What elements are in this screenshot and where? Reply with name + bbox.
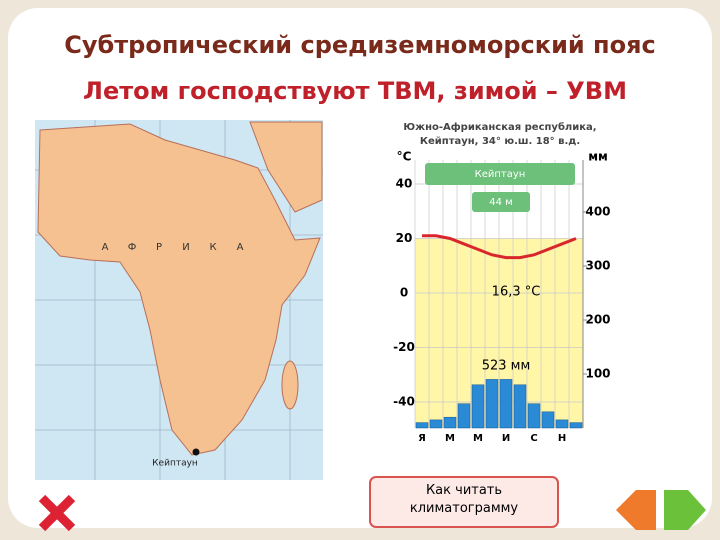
x-tick-label: М — [445, 433, 455, 444]
precipitation-bar — [429, 419, 443, 429]
close-icon[interactable] — [38, 494, 76, 532]
precipitation-bar — [499, 379, 513, 429]
precipitation-bar — [443, 416, 457, 429]
precipitation-bar — [415, 422, 429, 429]
x-tick-label: И — [502, 433, 510, 444]
y-tick-label: -20 — [393, 340, 415, 354]
africa — [37, 123, 321, 456]
x-tick-label: М — [473, 433, 483, 444]
y2-tick-label: 100 — [585, 367, 610, 381]
left-unit: °С — [397, 150, 412, 164]
prev-button[interactable] — [616, 490, 656, 530]
y2-tick-label: 400 — [585, 205, 610, 219]
elevation-box — [472, 192, 530, 212]
precipitation-bar — [471, 384, 485, 429]
chart-title: Кейптаун, 34° ю.ш. 18° в.д. — [420, 136, 580, 147]
mean-temperature: 16,3 °С — [492, 285, 541, 300]
precipitation-bar — [513, 384, 527, 429]
y-tick-label: 0 — [400, 286, 408, 300]
chart-title: Южно-Африканская республика, — [403, 121, 596, 133]
precipitation-bar — [457, 403, 471, 429]
y2-tick-label: 300 — [585, 259, 610, 273]
madagascar — [281, 360, 299, 410]
precipitation-bar — [555, 419, 569, 429]
map-letter: Р — [156, 242, 162, 253]
x-tick-label: Н — [558, 433, 566, 444]
subtitle: Летом господствуют ТВМ, зимой – УВМ — [83, 77, 627, 105]
elevation-label: 44 м — [489, 197, 512, 208]
station-label: Кейптаун — [475, 169, 526, 180]
precipitation-bar — [527, 403, 541, 429]
arabia — [249, 121, 323, 213]
precipitation-bar — [541, 411, 555, 429]
city-label: Кейптаун — [152, 459, 198, 469]
button[interactable] — [369, 476, 559, 528]
map-letter: А — [237, 242, 244, 253]
x-tick-label: С — [530, 433, 537, 444]
x-tick-label: Я — [418, 433, 426, 444]
y-tick-label: -40 — [393, 395, 415, 409]
map-letter: А — [102, 242, 109, 253]
title: Субтропический средиземноморский пояс — [64, 31, 656, 59]
map-letter: И — [182, 242, 189, 253]
y2-tick-label: 200 — [585, 313, 610, 327]
map-letter: Ф — [128, 242, 137, 253]
station-box — [425, 163, 575, 185]
next-button[interactable] — [664, 490, 706, 530]
y-tick-label: 20 — [396, 231, 413, 245]
map: Кейптаун — [35, 120, 323, 480]
right-unit: мм — [588, 150, 608, 164]
annual-precipitation: 523 мм — [482, 359, 531, 374]
button-label[interactable]: Как читать климатограмму — [410, 483, 519, 516]
temperature-line — [422, 234, 577, 260]
y-tick-label: 40 — [396, 177, 413, 191]
city-dot — [192, 448, 200, 456]
precipitation-bar — [485, 379, 499, 429]
precipitation-bar — [569, 422, 583, 429]
map-letter: К — [209, 242, 216, 253]
